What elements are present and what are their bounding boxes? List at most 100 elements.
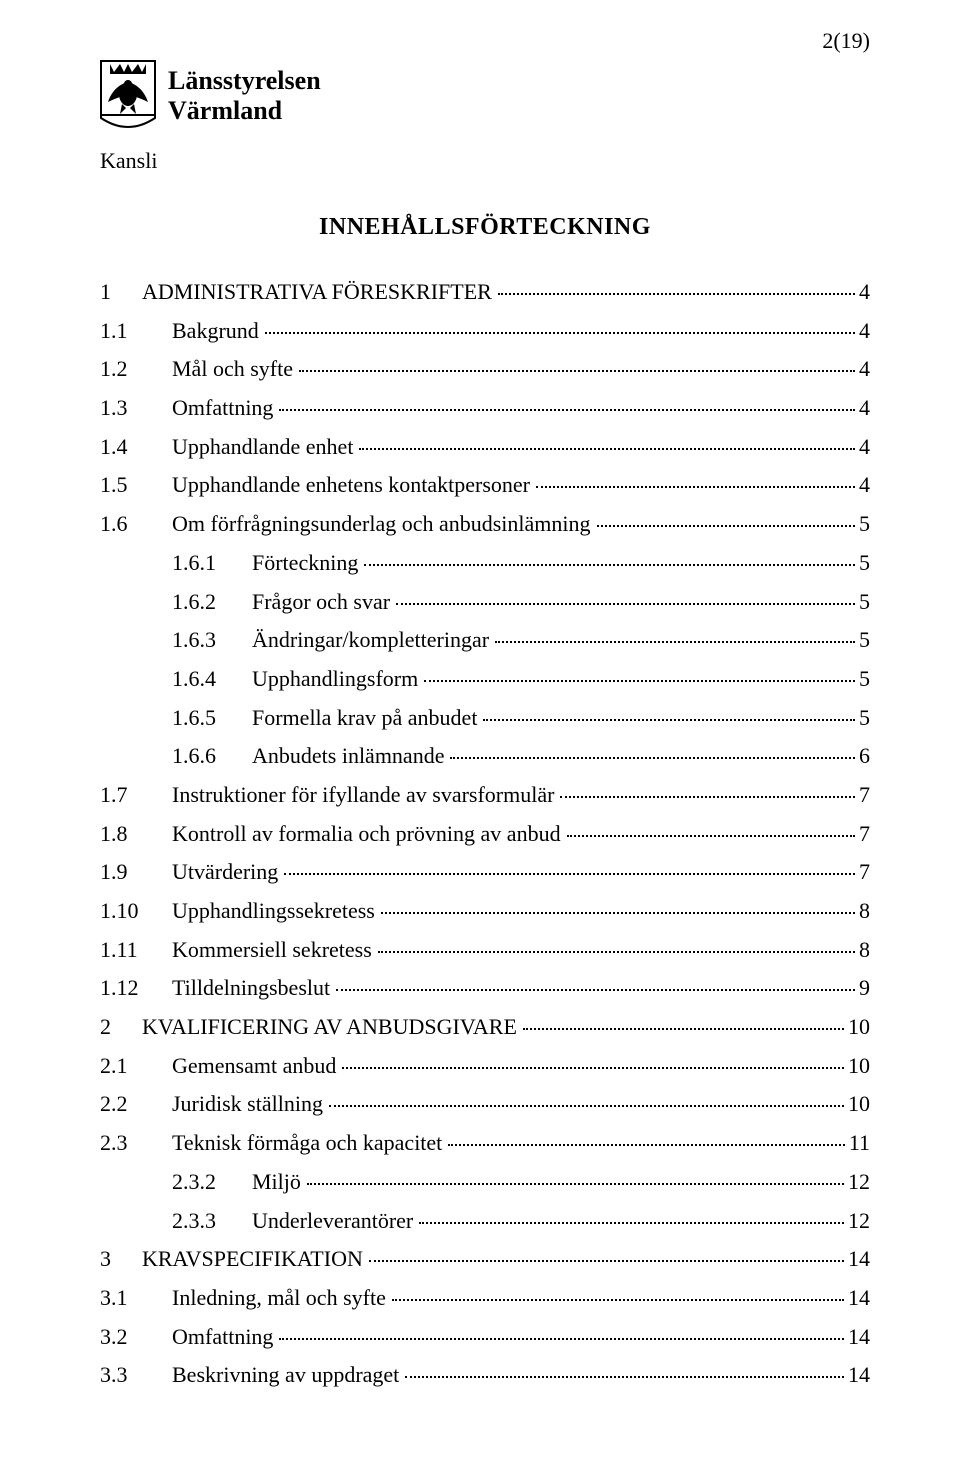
toc-entry-label: KVALIFICERING AV ANBUDSGIVARE bbox=[142, 1012, 517, 1042]
toc-entry-page: 4 bbox=[859, 432, 870, 462]
toc-entry-number: 2.2 bbox=[100, 1089, 172, 1119]
toc-entry-label: Mål och syfte bbox=[172, 354, 293, 384]
toc-entry-number: 1.12 bbox=[100, 973, 172, 1003]
toc-entry-number: 3.3 bbox=[100, 1360, 172, 1390]
toc-entry-label: Beskrivning av uppdraget bbox=[172, 1360, 399, 1390]
toc-entry-label: ADMINISTRATIVA FÖRESKRIFTER bbox=[142, 277, 492, 307]
toc-entry-label: Omfattning bbox=[172, 393, 273, 423]
org-name-line2: Värmland bbox=[168, 96, 321, 126]
toc-entry-label: Instruktioner för ifyllande av svarsform… bbox=[172, 780, 554, 810]
toc-entry-number: 1.6.2 bbox=[172, 587, 252, 617]
toc-entry-number: 1.6.5 bbox=[172, 703, 252, 733]
toc-leader bbox=[265, 332, 855, 334]
toc-entry-label: Formella krav på anbudet bbox=[252, 703, 477, 733]
toc-entry-label: Juridisk ställning bbox=[172, 1089, 323, 1119]
toc-entry-label: Frågor och svar bbox=[252, 587, 390, 617]
toc-row: 1.10Upphandlingssekretess 8 bbox=[100, 896, 870, 926]
toc-entry-number: 2.3.3 bbox=[172, 1206, 252, 1236]
toc-entry-label: Bakgrund bbox=[172, 316, 259, 346]
toc-leader bbox=[560, 796, 855, 798]
toc-entry-page: 5 bbox=[859, 703, 870, 733]
toc-row: 1.6.5Formella krav på anbudet 5 bbox=[100, 703, 870, 733]
toc-leader bbox=[342, 1067, 844, 1069]
toc-entry-number: 1.2 bbox=[100, 354, 172, 384]
toc-entry-number: 1 bbox=[100, 277, 142, 307]
toc-entry-page: 4 bbox=[859, 393, 870, 423]
toc-row: 1.8Kontroll av formalia och prövning av … bbox=[100, 819, 870, 849]
toc-leader bbox=[450, 757, 855, 759]
toc-entry-page: 5 bbox=[859, 509, 870, 539]
toc-entry-label: KRAVSPECIFIKATION bbox=[142, 1244, 363, 1274]
toc-row: 1.2Mål och syfte 4 bbox=[100, 354, 870, 384]
toc-entry-page: 11 bbox=[849, 1128, 870, 1158]
toc-row: 1.12Tilldelningsbeslut9 bbox=[100, 973, 870, 1003]
crest-icon bbox=[100, 60, 156, 132]
toc-entry-page: 12 bbox=[848, 1206, 870, 1236]
toc-row: 1.6.2Frågor och svar 5 bbox=[100, 587, 870, 617]
toc-entry-label: Anbudets inlämnande bbox=[252, 741, 444, 771]
toc-entry-page: 8 bbox=[859, 896, 870, 926]
kansli-label: Kansli bbox=[100, 148, 870, 174]
toc-entry-label: Inledning, mål och syfte bbox=[172, 1283, 386, 1313]
toc-row: 3KRAVSPECIFIKATION14 bbox=[100, 1244, 870, 1274]
toc-title: INNEHÅLLSFÖRTECKNING bbox=[100, 214, 870, 241]
toc-entry-number: 1.6.1 bbox=[172, 548, 252, 578]
toc-leader bbox=[448, 1144, 845, 1146]
toc-row: 1.3Omfattning4 bbox=[100, 393, 870, 423]
toc-entry-page: 5 bbox=[859, 625, 870, 655]
org-name: Länsstyrelsen Värmland bbox=[168, 66, 321, 126]
toc-entry-page: 7 bbox=[859, 780, 870, 810]
toc-entry-number: 1.6.4 bbox=[172, 664, 252, 694]
toc-entry-page: 4 bbox=[859, 316, 870, 346]
toc-entry-label: Upphandlingsform bbox=[252, 664, 418, 694]
toc-entry-page: 4 bbox=[859, 354, 870, 384]
toc-entry-label: Teknisk förmåga och kapacitet bbox=[172, 1128, 442, 1158]
toc-entry-number: 3.2 bbox=[100, 1322, 172, 1352]
toc-row: 3.2Omfattning14 bbox=[100, 1322, 870, 1352]
toc-entry-page: 4 bbox=[859, 470, 870, 500]
toc-entry-number: 1.8 bbox=[100, 819, 172, 849]
toc-entry-label: Om förfrågningsunderlag och anbudsinlämn… bbox=[172, 509, 591, 539]
toc-entry-number: 2 bbox=[100, 1012, 142, 1042]
toc-leader bbox=[523, 1028, 844, 1030]
toc-entry-page: 14 bbox=[848, 1360, 870, 1390]
toc-entry-label: Omfattning bbox=[172, 1322, 273, 1352]
toc-entry-label: Underleverantörer bbox=[252, 1206, 413, 1236]
toc-entry-page: 6 bbox=[859, 741, 870, 771]
toc-entry-page: 7 bbox=[859, 857, 870, 887]
toc-entry-label: Ändringar/kompletteringar bbox=[252, 625, 489, 655]
toc-leader bbox=[336, 989, 855, 991]
toc-entry-label: Förteckning bbox=[252, 548, 358, 578]
letterhead: Länsstyrelsen Värmland bbox=[100, 60, 870, 132]
toc-row: 1.4Upphandlande enhet4 bbox=[100, 432, 870, 462]
toc-entry-page: 10 bbox=[848, 1051, 870, 1081]
toc-leader bbox=[396, 603, 855, 605]
toc-entry-label: Kommersiell sekretess bbox=[172, 935, 372, 965]
toc-entry-number: 1.10 bbox=[100, 896, 172, 926]
toc-entry-number: 2.3.2 bbox=[172, 1167, 252, 1197]
toc-entry-label: Miljö bbox=[252, 1167, 301, 1197]
toc-row: 3.1Inledning, mål och syfte14 bbox=[100, 1283, 870, 1313]
toc-entry-number: 1.6.6 bbox=[172, 741, 252, 771]
toc-row: 2KVALIFICERING AV ANBUDSGIVARE10 bbox=[100, 1012, 870, 1042]
toc-leader bbox=[495, 641, 855, 643]
toc-leader bbox=[405, 1376, 844, 1378]
toc-row: 1.5Upphandlande enhetens kontaktpersoner… bbox=[100, 470, 870, 500]
toc-entry-page: 9 bbox=[859, 973, 870, 1003]
toc-entry-number: 1.5 bbox=[100, 470, 172, 500]
toc-entry-page: 5 bbox=[859, 664, 870, 694]
toc-entry-number: 1.6 bbox=[100, 509, 172, 539]
toc-row: 1.9Utvärdering7 bbox=[100, 857, 870, 887]
toc-leader bbox=[378, 951, 855, 953]
toc-row: 1.1Bakgrund4 bbox=[100, 316, 870, 346]
toc-leader bbox=[381, 912, 855, 914]
toc-entry-number: 1.11 bbox=[100, 935, 172, 965]
toc-leader bbox=[498, 293, 855, 295]
toc-row: 1.6.1Förteckning5 bbox=[100, 548, 870, 578]
toc-entry-label: Upphandlingssekretess bbox=[172, 896, 375, 926]
toc-entry-number: 1.7 bbox=[100, 780, 172, 810]
toc-entry-page: 5 bbox=[859, 587, 870, 617]
toc-leader bbox=[279, 409, 855, 411]
toc-leader bbox=[364, 564, 855, 566]
toc-entry-number: 2.3 bbox=[100, 1128, 172, 1158]
